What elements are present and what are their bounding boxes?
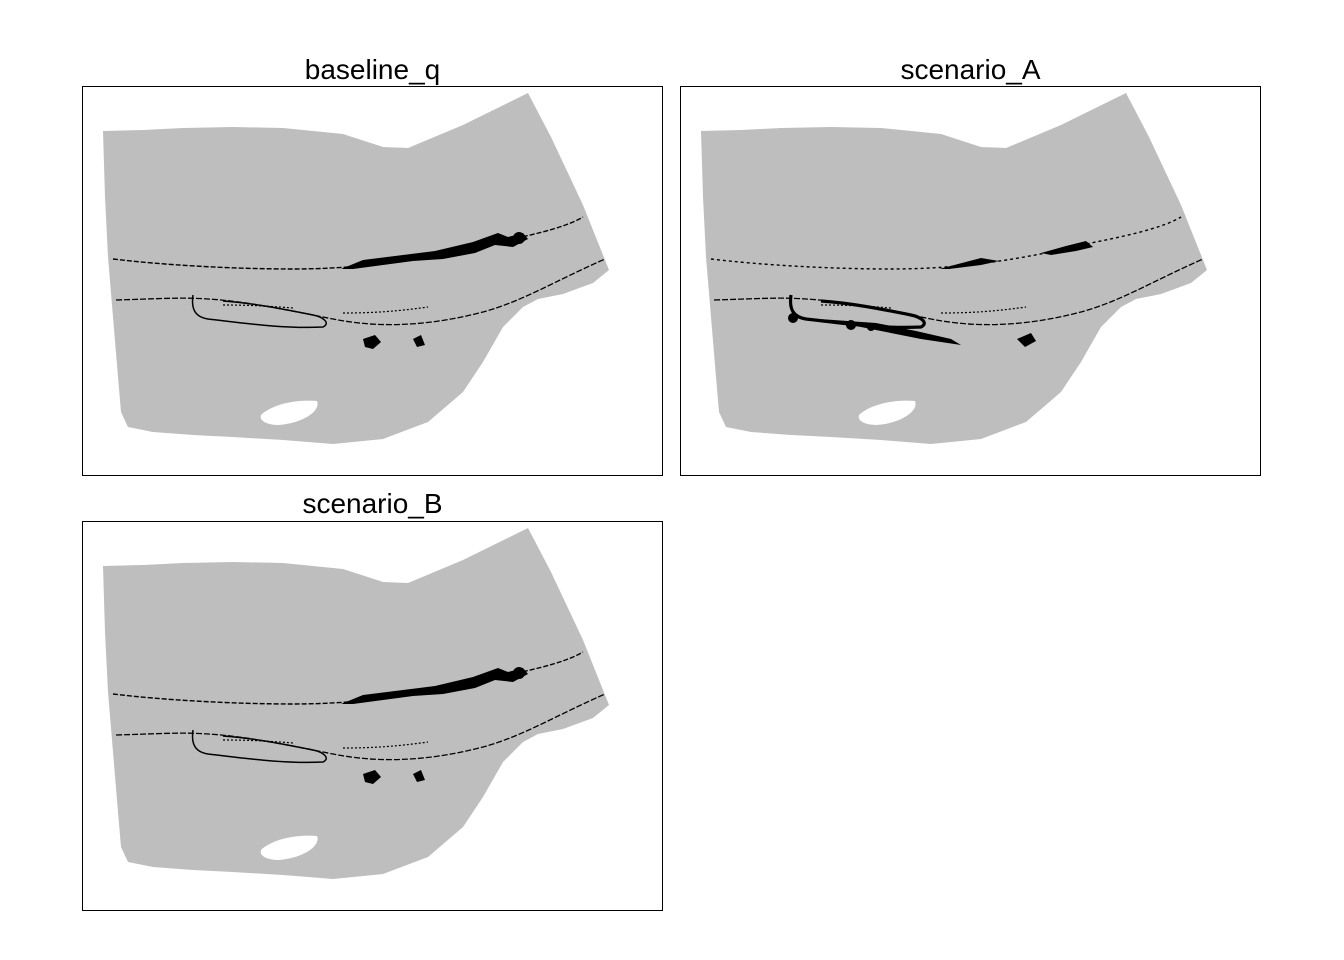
map-panel-baseline-q: baseline_q bbox=[82, 56, 663, 476]
map-frame bbox=[82, 86, 663, 476]
upper-channel bbox=[112, 216, 584, 270]
lower-channel-blob bbox=[791, 317, 961, 345]
lower-channel-blob bbox=[846, 320, 856, 330]
lake-hole bbox=[858, 400, 916, 425]
upper-channel-blob bbox=[513, 232, 525, 244]
upper-channel-blob bbox=[341, 668, 528, 704]
map-frame bbox=[680, 86, 1261, 476]
upper-channel bbox=[112, 651, 584, 705]
map-panel-scenario-a: scenario_A bbox=[680, 56, 1261, 476]
panel-title: baseline_q bbox=[304, 54, 441, 85]
raster-map bbox=[701, 93, 1207, 444]
lower-channel-blob bbox=[1017, 333, 1036, 347]
lower-channel-blob bbox=[363, 335, 381, 349]
lower-channel-blob bbox=[788, 313, 798, 323]
upper-channel-blob bbox=[341, 233, 528, 269]
lower-channel-blob bbox=[867, 323, 875, 331]
lake-hole bbox=[260, 835, 318, 860]
lower-loop bbox=[788, 294, 926, 329]
map-panel-scenario-b: scenario_B bbox=[82, 490, 663, 911]
lower-channel-blob bbox=[413, 335, 425, 347]
upper-channel-blob bbox=[939, 258, 999, 269]
raster-map bbox=[103, 528, 609, 879]
upper-channel-blob bbox=[1041, 241, 1093, 255]
lower-channel-blob bbox=[413, 770, 425, 782]
lower-channel bbox=[115, 693, 606, 761]
lower-loop bbox=[191, 729, 327, 764]
lake-hole bbox=[260, 400, 318, 425]
raster-map bbox=[103, 93, 609, 444]
panel-title: scenario_B bbox=[302, 488, 443, 519]
lower-channel-blob bbox=[363, 770, 381, 784]
land-area bbox=[701, 93, 1207, 444]
panel-title: scenario_A bbox=[900, 54, 1041, 85]
upper-channel bbox=[710, 216, 1182, 270]
map-frame bbox=[82, 521, 663, 911]
upper-channel-blob bbox=[513, 667, 525, 679]
lower-loop bbox=[191, 294, 327, 329]
lower-channel bbox=[115, 258, 606, 326]
